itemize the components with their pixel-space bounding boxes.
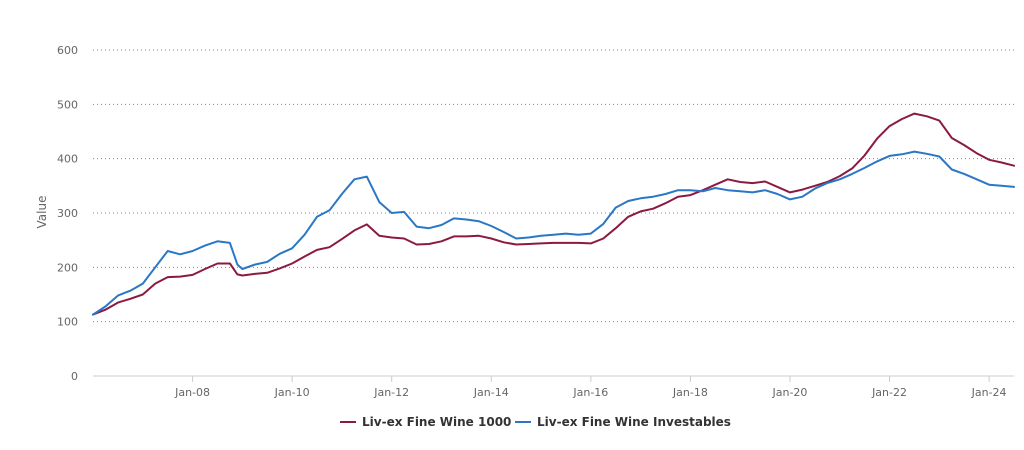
y-tick-label: 0 (71, 370, 78, 383)
series-lines (92, 112, 1015, 316)
y-tick-label: 500 (57, 98, 78, 111)
y-tick-label: 300 (57, 207, 78, 220)
legend[interactable]: Liv-ex Fine Wine 1000 Liv-ex Fine Wine In… (340, 415, 731, 429)
legend-item[interactable]: Liv-ex Fine Wine Investables (515, 415, 731, 429)
y-tick-label: 600 (57, 44, 78, 57)
legend-label: Liv-ex Fine Wine Investables (537, 415, 731, 429)
x-tick-label: Jan-10 (274, 386, 310, 399)
legend-label: Liv-ex Fine Wine 1000 (362, 415, 511, 429)
y-tick-label: 200 (57, 261, 78, 274)
grid-lines (93, 49, 1014, 323)
x-axis-ticks: Jan-08 Jan-10 Jan-12 Jan-14 Jan-16 Jan-18 Jan-… (174, 376, 1007, 399)
x-tick-label: Jan-24 (971, 386, 1007, 399)
x-tick-label: Jan-16 (572, 386, 608, 399)
x-tick-label: Jan-14 (473, 386, 509, 399)
series-line-2 (92, 150, 1015, 316)
y-axis-title: Value (35, 196, 49, 229)
series-line-1 (92, 112, 1015, 316)
y-tick-label: 400 (57, 153, 78, 166)
x-tick-label: Jan-08 (174, 386, 210, 399)
x-tick-label: Jan-22 (871, 386, 907, 399)
x-tick-label: Jan-18 (672, 386, 708, 399)
legend-item[interactable]: Liv-ex Fine Wine 1000 (340, 415, 511, 429)
y-axis-tick-labels: 0 100 200 300 400 500 600 (57, 44, 78, 383)
x-tick-label: Jan-20 (772, 386, 808, 399)
x-tick-label: Jan-12 (373, 386, 409, 399)
y-tick-label: 100 (57, 316, 78, 329)
